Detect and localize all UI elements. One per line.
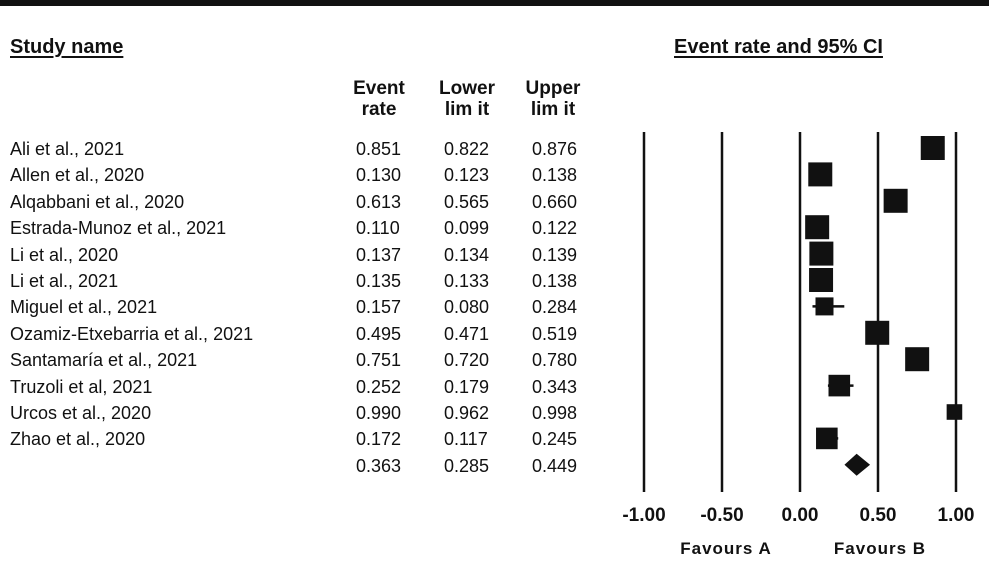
lower-limit-value: 0.134 [444,244,490,265]
event-rate-value: 0.172 [356,429,402,450]
study-name: Zhao et al., 2020 [10,429,146,450]
study-marker [865,320,890,345]
lower-limit-value: 0.133 [444,271,490,291]
study-marker [805,215,830,240]
upper-limit-value: 0.284 [532,297,578,318]
study-name: Li et al., 2020 [10,244,119,265]
study-name: Urcos et al., 2020 [10,403,152,423]
upper-limit-value: 0.245 [532,429,578,450]
lower-limit-header: Lower lim it [422,78,512,120]
summary-lower-limit: 0.285 [444,455,490,476]
study-marker [809,268,834,292]
lower-limit-value: 0.720 [444,350,490,371]
upper-limit-value: 0.780 [532,350,578,371]
lower-limit-value: 0.471 [444,323,490,344]
upper-limit-header-line2: lim it [530,99,576,120]
lower-limit-header-line1: Lower [439,78,495,99]
study-name: Truzoli et al, 2021 [10,376,153,397]
event-rate-value: 0.851 [356,139,402,159]
event-rate-value: 0.252 [356,376,402,397]
lower-limit-header-line2: lim it [444,99,490,120]
event-rate-value: 0.613 [356,191,402,212]
upper-limit-value: 0.138 [532,165,578,186]
event-rate-value: 0.990 [356,403,402,423]
event-rate-value: 0.137 [356,244,402,265]
summary-diamond [844,453,871,476]
study-name: Ali et al., 2021 [10,139,125,159]
event-rate-header-line1: Event [353,78,405,99]
study-name: Alqabbani et al., 2020 [10,191,185,212]
study-name: Ozamiz-Etxebarria et al., 2021 [10,323,254,344]
x-tick-label: 1.00 [938,505,975,526]
upper-limit-value: 0.998 [532,403,578,423]
study-name: Santamaría et al., 2021 [10,350,198,371]
upper-limit-value: 0.122 [532,218,578,239]
study-marker [809,241,834,266]
x-tick-label: -0.50 [700,505,743,526]
lower-limit-value: 0.080 [444,297,490,318]
study-marker [828,374,851,397]
x-tick-label: 0.50 [860,505,897,526]
lower-limit-value: 0.822 [444,139,490,159]
upper-limit-value: 0.138 [532,271,578,291]
study-marker [815,297,834,316]
event-rate-value: 0.751 [356,350,402,371]
study-name-header: Study name [10,36,124,58]
study-marker [816,427,838,450]
upper-limit-header: Upper lim it [508,78,598,120]
study-name: Allen et al., 2020 [10,165,145,186]
event-rate-value: 0.130 [356,165,402,186]
upper-limit-value: 0.519 [532,323,578,344]
summary-upper-limit: 0.449 [532,455,578,476]
event-rate-value: 0.157 [356,297,402,318]
summary-event-rate: 0.363 [356,455,402,476]
event-rate-header-line2: rate [361,99,397,120]
upper-limit-value: 0.343 [532,376,578,397]
lower-limit-value: 0.179 [444,376,490,397]
event-rate-value: 0.495 [356,323,402,344]
lower-limit-value: 0.565 [444,191,490,212]
event-rate-header: Event rate [334,78,424,120]
favours-a-label: Favours A [680,539,772,558]
x-tick-label: 0.00 [782,505,819,526]
plot-title: Event rate and 95% CI [674,36,883,58]
event-rate-value: 0.110 [356,218,400,239]
study-marker [905,347,930,372]
upper-limit-value: 0.660 [532,191,578,212]
study-name: Miguel et al., 2021 [10,297,158,318]
lower-limit-value: 0.962 [444,403,490,423]
lower-limit-value: 0.123 [444,165,490,186]
top-rule [0,0,989,6]
study-marker [808,162,833,187]
event-rate-value: 0.135 [356,271,402,291]
lower-limit-value: 0.117 [444,429,488,450]
upper-limit-value: 0.876 [532,139,578,159]
upper-limit-value: 0.139 [532,244,578,265]
lower-limit-value: 0.099 [444,218,490,239]
study-name: Estrada-Munoz et al., 2021 [10,218,227,239]
study-name: Li et al., 2021 [10,271,119,291]
x-tick-label: -1.00 [622,505,665,526]
study-marker [920,136,945,160]
study-marker [883,188,908,213]
upper-limit-header-line1: Upper [525,78,581,99]
favours-b-label: Favours B [834,539,926,558]
study-marker [946,404,963,420]
